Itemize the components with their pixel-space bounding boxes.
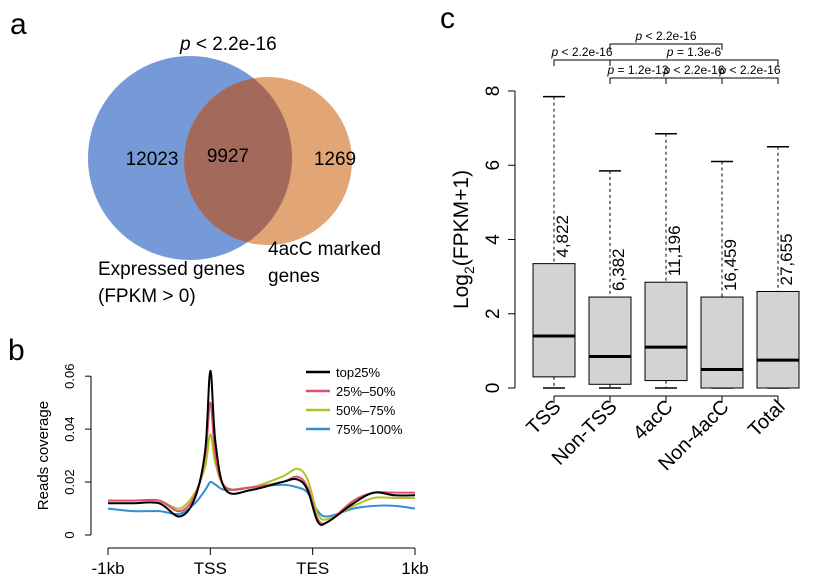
- box-count-label: 27,655: [777, 233, 796, 285]
- y-tick-label: 0.04: [62, 416, 77, 441]
- box-count-label: 4,822: [553, 215, 572, 258]
- significance-label: p < 2.2e-16: [662, 63, 724, 77]
- venn-value-intersection: 9927: [207, 146, 249, 167]
- significance-label: p < 2.2e-16: [634, 29, 696, 43]
- panel-label-a: a: [10, 8, 27, 41]
- y-tick-label: 2: [483, 308, 504, 319]
- x-tick-label: -1kb: [91, 559, 124, 578]
- box: [532, 263, 576, 378]
- y-tick-label: 0.02: [62, 469, 77, 494]
- profile-plot: 0 0.02 0.04 0.06 -1kb TSS TES 1kb Reads coverage…: [35, 364, 429, 578]
- series-line: [108, 369, 416, 526]
- box-count-label: 6,382: [609, 248, 628, 291]
- venn-intersection: [184, 77, 292, 245]
- y-axis-label: Reads coverage: [35, 401, 52, 510]
- significance-label: p = 1.3e-6: [666, 45, 722, 59]
- y-tick-label: 0.06: [62, 364, 77, 389]
- significance-bracket: [721, 77, 779, 84]
- venn-label-expressed-line1: Expressed genes: [98, 259, 245, 280]
- y-tick-label: 6: [483, 160, 504, 171]
- significance-label: p < 2.2e-16: [550, 45, 612, 59]
- venn-label-4acc-line1: 4acC marked: [268, 239, 381, 260]
- panel-label-c: c: [440, 2, 455, 35]
- significance-label: p < 2.2e-16: [718, 63, 780, 77]
- panel-label-b: b: [8, 334, 25, 367]
- x-tick-label: TSS: [194, 559, 227, 578]
- y-tick-label: 0: [483, 383, 504, 394]
- series-line: [107, 401, 415, 525]
- category-label: TSS: [522, 396, 565, 439]
- box: [700, 296, 744, 389]
- legend-label: 75%–100%: [336, 422, 403, 437]
- venn-value-expressed-only: 12023: [126, 149, 179, 170]
- legend-label: top25%: [336, 365, 381, 380]
- box: [588, 296, 632, 385]
- box-count-label: 16,459: [721, 239, 740, 291]
- legend-label: 50%–75%: [336, 403, 396, 418]
- venn-value-4acc-only: 1269: [314, 149, 356, 170]
- venn-title-rest: < 2.2e-16: [191, 34, 277, 55]
- significance-label: p = 1.2e-13: [606, 63, 668, 77]
- category-label: Total: [744, 396, 789, 441]
- legend-label: 25%–50%: [336, 384, 396, 399]
- box: [756, 290, 800, 389]
- venn-label-4acc-line2: genes: [268, 266, 320, 287]
- significance-bracket: [609, 43, 723, 50]
- significance-bracket: [665, 77, 723, 84]
- x-tick-label: 1kb: [401, 559, 428, 578]
- category-label: 4acC: [629, 396, 678, 445]
- box: [644, 281, 688, 382]
- significance-bracket: [553, 59, 611, 66]
- y-tick-label: 0: [62, 531, 77, 538]
- x-tick-label: TES: [296, 559, 329, 578]
- y-tick-label: 8: [483, 86, 504, 97]
- significance-bracket: [609, 77, 667, 84]
- venn-label-expressed-line2: (FPKM > 0): [98, 286, 196, 307]
- box-count-label: 11,196: [665, 225, 684, 276]
- venn-title: p < 2.2e-16: [179, 34, 277, 55]
- significance-bracket: [609, 59, 779, 66]
- y-tick-label: 4: [483, 234, 504, 245]
- y-axis-label: Log2(FPKM+1): [450, 170, 477, 309]
